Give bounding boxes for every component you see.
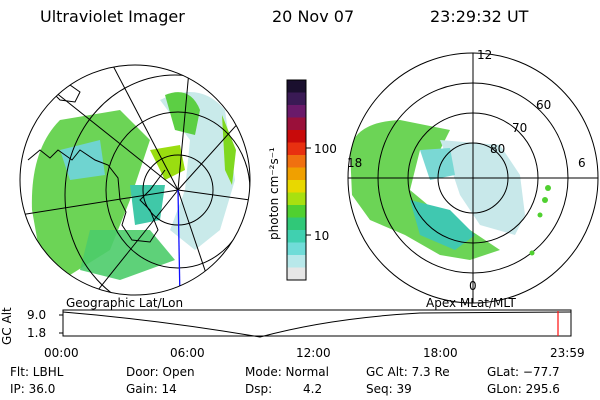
timeline-ytick-1.8: 1.8 (27, 326, 47, 340)
ip-info: IP: 36.0 (10, 382, 56, 396)
terminator-line (177, 189, 181, 295)
mlt-label-0: 0 (469, 279, 477, 293)
timeline-xtick-0000: 00:00 (44, 346, 79, 360)
colorbar-segment (287, 230, 306, 243)
colorbar-tick-100: 100 (314, 142, 337, 156)
colorbar-segment (287, 130, 306, 143)
glat-info: GLat: −77.7 (487, 365, 560, 379)
mlat-label-80: 80 (490, 142, 506, 156)
mlat-label-70: 70 (512, 121, 528, 135)
aurora-blob (130, 185, 165, 225)
coastline (27, 149, 166, 243)
aurora-blob (410, 200, 475, 250)
colorbar-segment (287, 255, 306, 268)
dsp-value: 4.2 (303, 382, 323, 396)
apex-caption: Apex MLat/MLT (426, 296, 516, 310)
colorbar-segment (287, 267, 306, 281)
colorbar-segment (287, 217, 306, 231)
colorbar-tick-10: 10 (314, 229, 330, 243)
aurora-spot (545, 185, 551, 191)
colorbar-unit-label: photon cm⁻²s⁻¹ (267, 147, 281, 240)
altitude-curve (62, 311, 572, 338)
mlt-label-12: 12 (477, 48, 493, 62)
colorbar-segment (287, 242, 306, 256)
date-label: 20 Nov 07 (272, 7, 355, 26)
seq-info: Seq: 39 (366, 382, 412, 396)
geographic-map (19, 64, 251, 296)
colorbar-segment (287, 167, 306, 181)
timeline-xtick-1200: 12:00 (296, 346, 331, 360)
aurora-blob (222, 115, 236, 185)
filter-info: Flt: LBHL (10, 365, 64, 379)
mlt-label-6: 6 (578, 156, 586, 170)
colorbar-segment (287, 80, 306, 93)
colorbar-segment (287, 155, 306, 168)
colorbar-segment (287, 117, 306, 131)
timeline-xtick-1800: 18:00 (423, 346, 458, 360)
aurora-blob (420, 148, 455, 180)
colorbar-segment (287, 205, 306, 218)
aurora-blob (80, 230, 175, 280)
colorbar-segment (287, 192, 306, 206)
mlat-label-60: 60 (536, 98, 552, 112)
aurora-blob (165, 92, 200, 135)
aurora-spot (537, 212, 543, 218)
mlt-label-18: 18 (347, 156, 363, 170)
altitude-timeline (59, 309, 572, 338)
timeline-xtick-0600: 06:00 (170, 346, 205, 360)
mode-info: Mode: Normal (245, 365, 329, 379)
aurora-spot (529, 250, 535, 256)
geographic-caption: Geographic Lat/Lon (66, 296, 184, 310)
glon-info: GLon: 295.6 (487, 382, 560, 396)
colorbar (286, 79, 311, 281)
gain-info: Gain: 14 (126, 382, 177, 396)
colorbar-segment (287, 142, 306, 156)
timeline-axis-label: GC Alt (0, 307, 14, 345)
colorbar-segment (287, 180, 306, 193)
door-info: Door: Open (126, 365, 195, 379)
aurora-blob (60, 140, 105, 180)
timeline-ytick-9: 9.0 (27, 308, 47, 322)
gc-alt-info: GC Alt: 7.3 Re (366, 365, 450, 379)
colorbar-segment (287, 92, 306, 106)
aurora-spot (542, 197, 548, 203)
colorbar-segment (287, 105, 306, 118)
timeline-xtick-2359: 23:59 (550, 346, 585, 360)
time-label: 23:29:32 UT (430, 7, 529, 26)
instrument-title: Ultraviolet Imager (40, 7, 185, 26)
aurora-blob (350, 120, 500, 260)
apex-map (347, 52, 599, 304)
dsp-label: Dsp: (245, 382, 273, 396)
aurora-blob (440, 140, 525, 235)
